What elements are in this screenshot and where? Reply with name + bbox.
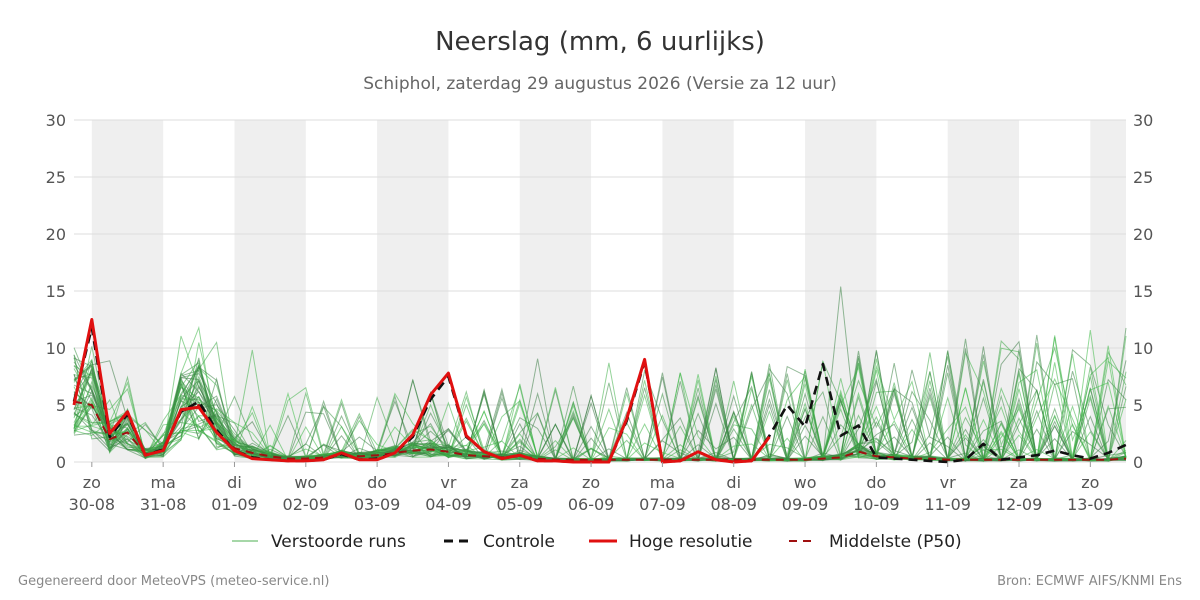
legend-ensemble: Verstoorde runs bbox=[271, 532, 406, 552]
y-tick-left-30: 30 bbox=[46, 111, 66, 130]
x-tick-day-2: di bbox=[227, 473, 242, 492]
x-tick-day-14: zo bbox=[1081, 473, 1099, 492]
chart-subtitle: Schiphol, zaterdag 29 augustus 2026 (Ver… bbox=[363, 74, 837, 94]
y-tick-left-20: 20 bbox=[46, 225, 66, 244]
x-tick-day-13: za bbox=[1010, 473, 1028, 492]
chart-title: Neerslag (mm, 6 uurlijks) bbox=[435, 27, 765, 57]
x-tick-day-10: wo bbox=[794, 473, 817, 492]
series-line-middelste-p50- bbox=[73, 400, 1127, 461]
x-tick-date-1: 31-08 bbox=[140, 495, 187, 514]
y-tick-left-15: 15 bbox=[46, 282, 66, 301]
x-tick-day-6: za bbox=[511, 473, 529, 492]
x-tick-date-3: 02-09 bbox=[283, 495, 330, 514]
x-axis: zo 30-08 ma 31-08 di 01-09 wo 02-09 do 03-09 vr 04-… bbox=[69, 462, 1114, 514]
x-tick-day-3: wo bbox=[294, 473, 317, 492]
y-tick-left-25: 25 bbox=[46, 168, 66, 187]
x-tick-day-4: do bbox=[367, 473, 387, 492]
y-axis-left: 0 5 10 15 20 25 30 bbox=[46, 111, 66, 472]
x-tick-day-11: do bbox=[866, 473, 886, 492]
y-tick-left-10: 10 bbox=[46, 339, 66, 358]
x-tick-date-6: 05-09 bbox=[497, 495, 544, 514]
series-line-hoge-resolutie bbox=[72, 318, 771, 464]
x-tick-date-11: 10-09 bbox=[853, 495, 900, 514]
x-tick-date-0: 30-08 bbox=[69, 495, 116, 514]
legend-hires: Hoge resolutie bbox=[629, 532, 753, 552]
ensemble-member-29 bbox=[73, 367, 1127, 462]
y-axis-right: 0 5 10 15 20 25 30 bbox=[1133, 111, 1153, 472]
legend-median: Middelste (P50) bbox=[829, 532, 962, 552]
x-tick-day-8: ma bbox=[650, 473, 675, 492]
y-tick-right-0: 0 bbox=[1133, 453, 1143, 472]
x-tick-day-0: zo bbox=[83, 473, 101, 492]
x-tick-date-10: 09-09 bbox=[782, 495, 829, 514]
series-lines bbox=[72, 318, 1127, 464]
y-tick-right-5: 5 bbox=[1133, 396, 1143, 415]
x-tick-day-12: vr bbox=[940, 473, 956, 492]
x-tick-date-5: 04-09 bbox=[425, 495, 472, 514]
y-tick-right-15: 15 bbox=[1133, 282, 1153, 301]
x-tick-date-4: 03-09 bbox=[354, 495, 401, 514]
footer-generator: Gegenereerd door MeteoVPS (meteo-service… bbox=[18, 574, 329, 589]
x-tick-day-9: di bbox=[726, 473, 741, 492]
x-tick-date-14: 13-09 bbox=[1067, 495, 1114, 514]
x-tick-day-1: ma bbox=[150, 473, 175, 492]
x-tick-date-12: 11-09 bbox=[924, 495, 971, 514]
y-tick-right-25: 25 bbox=[1133, 168, 1153, 187]
legend-control: Controle bbox=[483, 532, 555, 552]
x-tick-date-2: 01-09 bbox=[211, 495, 258, 514]
x-tick-date-8: 07-09 bbox=[639, 495, 686, 514]
x-tick-day-5: vr bbox=[440, 473, 456, 492]
x-tick-date-7: 06-09 bbox=[568, 495, 615, 514]
footer-source: Bron: ECMWF AIFS/KNMI Ens bbox=[997, 574, 1182, 589]
x-tick-date-9: 08-09 bbox=[710, 495, 757, 514]
y-tick-right-30: 30 bbox=[1133, 111, 1153, 130]
y-tick-right-10: 10 bbox=[1133, 339, 1153, 358]
legend: Verstoorde runs Controle Hoge resolutie … bbox=[232, 532, 962, 552]
x-tick-date-13: 12-09 bbox=[996, 495, 1043, 514]
x-tick-day-7: zo bbox=[582, 473, 600, 492]
y-tick-left-5: 5 bbox=[56, 396, 66, 415]
y-tick-right-20: 20 bbox=[1133, 225, 1153, 244]
y-tick-left-0: 0 bbox=[56, 453, 66, 472]
